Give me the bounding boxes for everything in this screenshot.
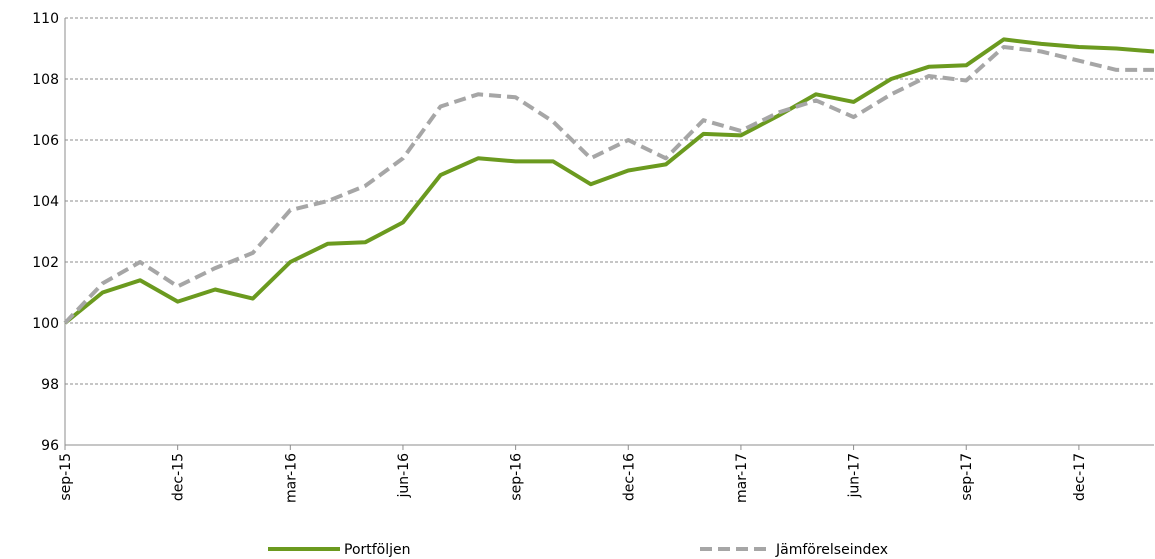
- y-tick-label: 104: [32, 194, 59, 210]
- y-tick-label: 108: [32, 72, 59, 88]
- x-tick-label: mar-17: [734, 453, 750, 503]
- legend-label: Jämförelseindex: [775, 542, 888, 558]
- y-tick-label: 98: [41, 377, 59, 393]
- x-tick-label: dec-15: [171, 453, 187, 501]
- y-tick-label: 100: [32, 316, 59, 332]
- x-tick-label: jun-17: [847, 453, 863, 499]
- line-series: [63, 45, 1154, 325]
- line-series: [63, 37, 1155, 325]
- y-tick-label: 110: [32, 11, 59, 27]
- legend-label: Portföljen: [344, 542, 411, 558]
- y-tick-label: 106: [32, 133, 59, 149]
- x-tick-label: mar-16: [283, 453, 299, 503]
- x-tick-label: dec-17: [1072, 453, 1088, 501]
- x-tick-label: dec-16: [621, 453, 637, 501]
- y-tick-label: 96: [41, 438, 59, 454]
- x-tick-label: sep-17: [959, 453, 975, 501]
- x-tick-label: jun-16: [396, 453, 412, 499]
- x-tick-label: sep-15: [58, 453, 74, 501]
- x-tick-label: sep-16: [509, 453, 525, 501]
- y-tick-label: 102: [32, 255, 59, 271]
